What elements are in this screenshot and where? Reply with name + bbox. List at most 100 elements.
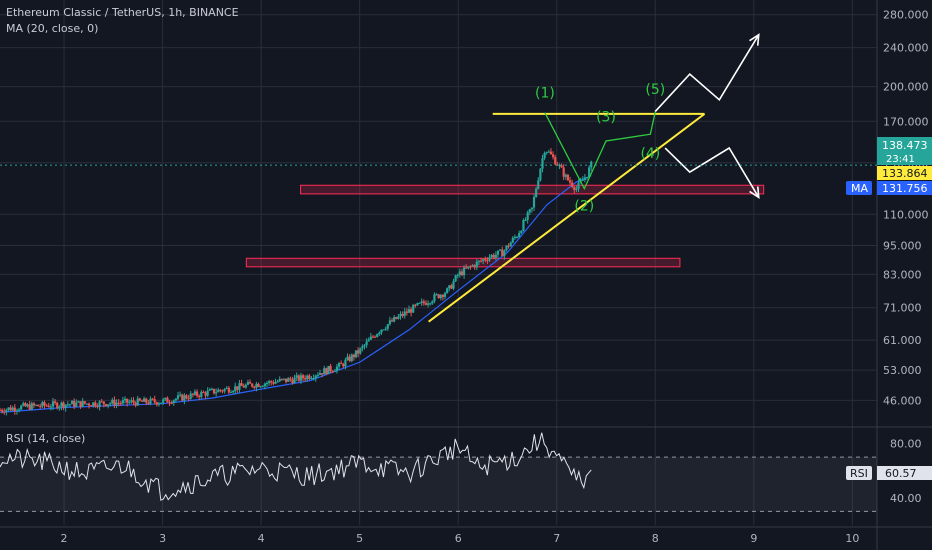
candle-body <box>159 402 163 404</box>
candle-body <box>96 406 99 408</box>
candle-body <box>369 336 372 340</box>
candle-body <box>17 409 21 411</box>
candle-body <box>183 395 186 401</box>
candle-body <box>414 304 417 306</box>
candle-body <box>306 375 309 380</box>
candle-body <box>384 328 387 330</box>
candle-body <box>515 236 519 238</box>
time-tick-label: 10 <box>845 532 859 545</box>
rsi-label-tag <box>846 466 872 480</box>
candle-body <box>236 386 239 390</box>
candle-body <box>64 404 67 408</box>
candle-body <box>304 378 307 380</box>
candle-body <box>395 317 398 319</box>
candle-body <box>85 403 88 405</box>
candle-body <box>195 391 199 396</box>
candle-body <box>13 407 16 412</box>
candle-body <box>261 386 264 388</box>
bull-scenario-arrow-head <box>749 33 760 46</box>
price-tick-label: 71.000 <box>883 302 922 315</box>
candle-body <box>51 401 55 407</box>
candle-body <box>524 219 527 221</box>
time-tick-label: 8 <box>652 532 659 545</box>
candle-body <box>539 168 542 181</box>
candle-body <box>458 271 461 276</box>
wave-path <box>544 111 656 191</box>
candle-body <box>397 316 400 319</box>
candle-body <box>181 394 184 401</box>
candle-body <box>272 382 275 384</box>
candle-body <box>185 395 188 399</box>
candle-body <box>299 375 303 381</box>
candle-body <box>94 402 97 407</box>
time-tick-label: 3 <box>159 532 166 545</box>
candle-body <box>208 389 211 391</box>
candle-body <box>401 313 404 316</box>
candle-body <box>590 161 593 168</box>
rsi-panel <box>0 432 877 512</box>
candle-body <box>189 393 192 399</box>
candle-body <box>115 402 118 406</box>
candle-body <box>388 320 392 325</box>
indicator-legend[interactable]: MA (20, close, 0) <box>6 22 99 35</box>
candle-body <box>547 151 550 153</box>
time-tick-label: 6 <box>455 532 462 545</box>
candle-body <box>274 381 277 384</box>
candle-body <box>134 402 137 406</box>
time-axis: 2 3 4 5 6 7 8 9 10 <box>61 532 860 545</box>
candle-body <box>424 303 428 305</box>
bear-scenario-arrow <box>664 146 760 198</box>
candle-body <box>462 267 466 276</box>
drawing-annotations: (1) (2) (3) (4) (5) <box>428 33 760 323</box>
candle-body <box>549 151 553 155</box>
candle-body <box>337 363 341 367</box>
candle-body <box>321 373 324 375</box>
candle-body <box>229 392 233 394</box>
candle-body <box>26 404 29 407</box>
candle-body <box>119 402 122 404</box>
candle-body <box>170 402 173 404</box>
candle-body <box>287 378 290 382</box>
candle-body <box>507 245 510 247</box>
candle-body <box>227 387 230 393</box>
candle-body <box>246 382 250 385</box>
rsi-line <box>0 432 592 501</box>
candle-body <box>102 401 105 405</box>
candle-body <box>81 401 84 407</box>
candle-body <box>138 398 141 401</box>
candle-body <box>0 409 2 411</box>
candle-body <box>53 401 57 403</box>
rsi-tick-label: 40.00 <box>890 492 922 505</box>
candle-body <box>244 384 247 388</box>
candle-body <box>212 388 216 394</box>
candle-body <box>443 293 447 297</box>
candle-body <box>90 405 93 407</box>
rsi-legend[interactable]: RSI (14, close) <box>6 432 86 445</box>
time-tick-label: 5 <box>356 532 363 545</box>
candle-body <box>314 375 317 379</box>
candle-body <box>215 392 218 394</box>
candle-body <box>393 317 396 322</box>
candle-body <box>149 398 152 404</box>
candle-body <box>123 398 127 401</box>
bear-scenario-arrow-head <box>749 186 760 200</box>
ma-label-text: MA <box>851 182 868 195</box>
support-zone <box>300 184 765 195</box>
price-tick-label: 83.000 <box>883 268 922 281</box>
candle-body <box>564 174 567 177</box>
price-tick-label: 61.000 <box>883 334 922 347</box>
candle-body <box>200 391 203 397</box>
candle-body <box>240 383 243 386</box>
candle-body <box>198 395 201 397</box>
candle-body <box>39 406 42 408</box>
candle-body <box>380 329 383 333</box>
candle-body <box>176 395 180 399</box>
candle-body <box>7 407 10 410</box>
candle-body <box>475 261 478 268</box>
candle-body <box>73 400 76 407</box>
candle-body <box>371 336 375 338</box>
candle-body <box>367 339 370 342</box>
